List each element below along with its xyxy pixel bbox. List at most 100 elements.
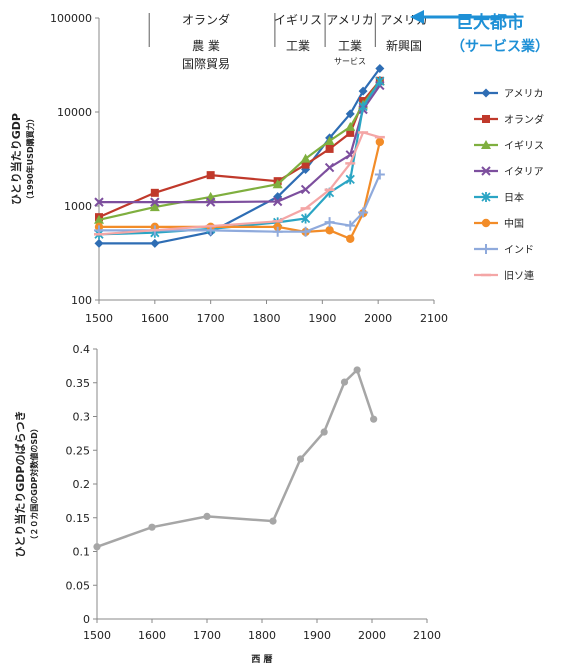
y-tick-label: 0.4 bbox=[73, 343, 91, 356]
era-label: 農 業 bbox=[192, 39, 220, 53]
data-point bbox=[93, 543, 101, 551]
data-point bbox=[324, 135, 335, 145]
data-point bbox=[149, 202, 160, 212]
data-point bbox=[481, 88, 491, 98]
x-tick-label: 1500 bbox=[83, 629, 111, 642]
y-tick-label: 0.35 bbox=[66, 377, 91, 390]
x-tick-label: 1700 bbox=[193, 629, 221, 642]
series-line bbox=[98, 80, 381, 236]
data-point bbox=[345, 174, 355, 185]
series-1 bbox=[94, 63, 385, 248]
data-point bbox=[269, 517, 277, 525]
legend-label: オランダ bbox=[504, 113, 544, 126]
data-point bbox=[358, 207, 369, 218]
annotation-arrowhead bbox=[410, 10, 424, 24]
gdp-per-capita-chart: 100 1000 10000 100000 1500 1600 1700 1800 1900 20… bbox=[9, 10, 549, 325]
data-point bbox=[94, 214, 104, 224]
series-line bbox=[98, 80, 381, 219]
data-point bbox=[150, 197, 160, 207]
data-point bbox=[296, 455, 305, 463]
legend-item: 旧ソ連 bbox=[474, 269, 534, 282]
era-label: イギリス bbox=[274, 13, 322, 27]
era-label: オランダ bbox=[182, 12, 230, 27]
y-tick-label: 0.2 bbox=[73, 478, 91, 491]
data-point bbox=[94, 197, 104, 207]
data-point bbox=[358, 101, 368, 112]
series-line bbox=[96, 367, 375, 548]
y-tick-label: 100000 bbox=[50, 12, 92, 25]
data-point bbox=[482, 115, 490, 123]
y-tick-label: 0.25 bbox=[66, 444, 91, 457]
y-tick-label: 0.1 bbox=[73, 546, 91, 559]
legend-item: オランダ bbox=[474, 113, 544, 126]
data-point bbox=[481, 218, 491, 228]
x-tick-label: 2000 bbox=[364, 312, 392, 325]
data-point bbox=[375, 76, 385, 87]
series-8 bbox=[94, 131, 385, 236]
era-label: 新興国 bbox=[386, 38, 422, 53]
data-point bbox=[301, 160, 310, 169]
data-point bbox=[340, 378, 349, 386]
y-tick-label: 0 bbox=[83, 613, 90, 626]
data-point bbox=[272, 226, 283, 237]
era-label: サービス bbox=[334, 57, 366, 66]
era-label: 工業 bbox=[286, 39, 310, 53]
data-point bbox=[94, 238, 104, 248]
data-point bbox=[346, 234, 355, 243]
legend-item: イタリア bbox=[474, 166, 544, 178]
data-point bbox=[300, 226, 311, 237]
y-axis-subtitle: （1990年USD購買力） bbox=[25, 114, 35, 203]
data-point bbox=[345, 121, 356, 131]
data-point bbox=[346, 128, 355, 137]
series-5 bbox=[94, 76, 385, 240]
era-label: アメリカ bbox=[326, 13, 373, 27]
y-tick-label: 1000 bbox=[64, 200, 92, 213]
data-point bbox=[481, 166, 491, 176]
series-line bbox=[98, 131, 381, 236]
data-point bbox=[272, 196, 283, 207]
x-tick-label: 1600 bbox=[141, 312, 169, 325]
legend-label: アメリカ bbox=[504, 88, 544, 100]
series-4 bbox=[94, 80, 385, 207]
x-tick-label: 1900 bbox=[303, 629, 331, 642]
legend-label: 日本 bbox=[504, 191, 524, 204]
series-line bbox=[99, 67, 381, 245]
legend-item: 日本 bbox=[474, 191, 524, 204]
legend-item: アメリカ bbox=[474, 88, 544, 100]
legend-label: インド bbox=[504, 245, 534, 256]
annotation-title: 巨大都市 bbox=[456, 12, 524, 33]
x-tick-label: 2100 bbox=[413, 629, 441, 642]
data-point bbox=[358, 86, 368, 96]
legend-label: 中国 bbox=[504, 217, 524, 230]
data-point bbox=[345, 220, 356, 231]
data-point bbox=[345, 109, 355, 119]
data-point bbox=[353, 366, 361, 374]
era-label: 工業 bbox=[338, 39, 362, 53]
y-axis-title: ひとり当たりGDP bbox=[9, 113, 23, 205]
x-tick-label: 2100 bbox=[420, 312, 448, 325]
legend-label: 旧ソ連 bbox=[504, 269, 534, 282]
data-point bbox=[203, 512, 211, 521]
series-2 bbox=[95, 76, 384, 222]
data-point bbox=[325, 226, 334, 235]
data-point bbox=[300, 184, 311, 195]
data-point bbox=[375, 137, 385, 147]
data-point bbox=[375, 63, 385, 73]
series-1 bbox=[93, 366, 378, 551]
legend-item: イギリス bbox=[474, 140, 544, 152]
x-tick-label: 1500 bbox=[85, 312, 113, 325]
data-point bbox=[148, 523, 156, 531]
data-point bbox=[370, 415, 378, 423]
x-tick-label: 1800 bbox=[253, 312, 281, 325]
legend-item: 中国 bbox=[474, 217, 524, 230]
legend-label: イタリア bbox=[504, 166, 544, 178]
x-tick-label: 2000 bbox=[358, 629, 386, 642]
y-tick-label: 0.3 bbox=[73, 411, 91, 424]
data-point bbox=[272, 179, 283, 189]
x-tick-label: 1800 bbox=[248, 629, 276, 642]
y-axis-subtitle: （２０カ国のGDP対数値のSD） bbox=[29, 424, 39, 543]
data-point bbox=[325, 144, 334, 153]
data-point bbox=[300, 213, 311, 224]
gdp-dispersion-chart: 0 0.05 0.1 0.15 0.2 0.25 0.3 0.35 0.4 1500 1600 170… bbox=[13, 343, 441, 665]
